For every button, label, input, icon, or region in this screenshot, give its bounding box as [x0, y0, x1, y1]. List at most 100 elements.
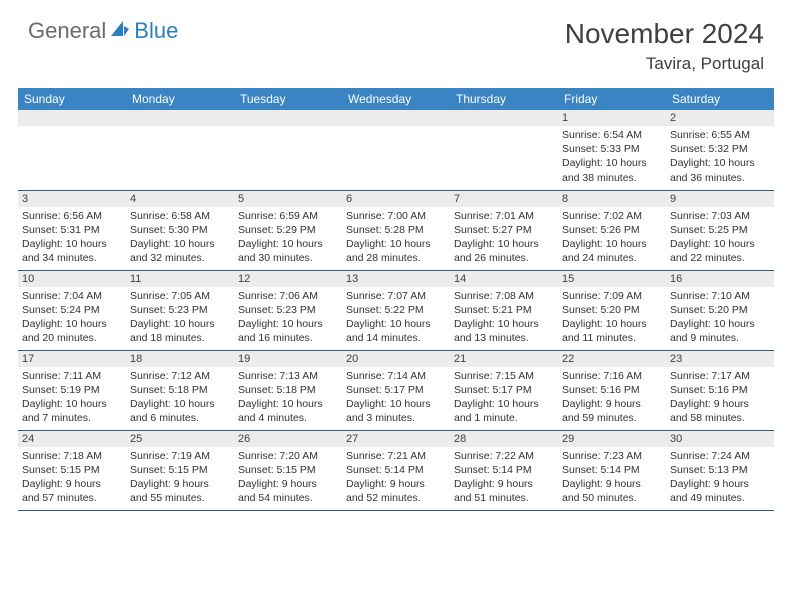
- day-number: 9: [666, 191, 774, 207]
- calendar-day-cell: 23Sunrise: 7:17 AMSunset: 5:16 PMDayligh…: [666, 350, 774, 430]
- day-info: Sunrise: 6:56 AMSunset: 5:31 PMDaylight:…: [22, 209, 122, 266]
- weekday-header-row: Sunday Monday Tuesday Wednesday Thursday…: [18, 88, 774, 110]
- daylight-text-2: and 9 minutes.: [670, 331, 770, 345]
- location-label: Tavira, Portugal: [565, 54, 764, 74]
- title-block: November 2024 Tavira, Portugal: [565, 18, 764, 74]
- day-info: Sunrise: 7:06 AMSunset: 5:23 PMDaylight:…: [238, 289, 338, 346]
- daylight-text-1: Daylight: 10 hours: [130, 397, 230, 411]
- sunset-text: Sunset: 5:32 PM: [670, 142, 770, 156]
- daylight-text-1: Daylight: 10 hours: [670, 156, 770, 170]
- sunrise-text: Sunrise: 7:09 AM: [562, 289, 662, 303]
- sunrise-text: Sunrise: 7:16 AM: [562, 369, 662, 383]
- day-number: 14: [450, 271, 558, 287]
- daylight-text-2: and 38 minutes.: [562, 171, 662, 185]
- day-info: Sunrise: 7:17 AMSunset: 5:16 PMDaylight:…: [670, 369, 770, 426]
- day-info: Sunrise: 7:02 AMSunset: 5:26 PMDaylight:…: [562, 209, 662, 266]
- daylight-text-2: and 36 minutes.: [670, 171, 770, 185]
- day-info: Sunrise: 7:00 AMSunset: 5:28 PMDaylight:…: [346, 209, 446, 266]
- sunset-text: Sunset: 5:23 PM: [238, 303, 338, 317]
- day-number: 7: [450, 191, 558, 207]
- day-number: 26: [234, 431, 342, 447]
- sunset-text: Sunset: 5:25 PM: [670, 223, 770, 237]
- daylight-text-2: and 7 minutes.: [22, 411, 122, 425]
- calendar-day-cell: 13Sunrise: 7:07 AMSunset: 5:22 PMDayligh…: [342, 270, 450, 350]
- sunrise-text: Sunrise: 7:04 AM: [22, 289, 122, 303]
- day-number: 12: [234, 271, 342, 287]
- calendar-week-row: 17Sunrise: 7:11 AMSunset: 5:19 PMDayligh…: [18, 350, 774, 430]
- sunset-text: Sunset: 5:14 PM: [562, 463, 662, 477]
- page-title: November 2024: [565, 18, 764, 50]
- calendar-empty-cell: [450, 110, 558, 190]
- sunrise-text: Sunrise: 7:05 AM: [130, 289, 230, 303]
- logo-text-general: General: [28, 18, 106, 44]
- sunset-text: Sunset: 5:26 PM: [562, 223, 662, 237]
- daylight-text-2: and 51 minutes.: [454, 491, 554, 505]
- sunrise-text: Sunrise: 7:24 AM: [670, 449, 770, 463]
- sunrise-text: Sunrise: 6:59 AM: [238, 209, 338, 223]
- calendar-day-cell: 1Sunrise: 6:54 AMSunset: 5:33 PMDaylight…: [558, 110, 666, 190]
- sunrise-text: Sunrise: 7:15 AM: [454, 369, 554, 383]
- day-info: Sunrise: 6:59 AMSunset: 5:29 PMDaylight:…: [238, 209, 338, 266]
- day-info: Sunrise: 7:23 AMSunset: 5:14 PMDaylight:…: [562, 449, 662, 506]
- sunrise-text: Sunrise: 7:06 AM: [238, 289, 338, 303]
- daylight-text-2: and 55 minutes.: [130, 491, 230, 505]
- calendar-table: Sunday Monday Tuesday Wednesday Thursday…: [18, 88, 774, 511]
- day-number: 1: [558, 110, 666, 126]
- calendar-body: 1Sunrise: 6:54 AMSunset: 5:33 PMDaylight…: [18, 110, 774, 510]
- daylight-text-1: Daylight: 9 hours: [670, 477, 770, 491]
- daylight-text-2: and 24 minutes.: [562, 251, 662, 265]
- daylight-text-1: Daylight: 10 hours: [346, 317, 446, 331]
- day-number: 8: [558, 191, 666, 207]
- day-info: Sunrise: 7:03 AMSunset: 5:25 PMDaylight:…: [670, 209, 770, 266]
- daylight-text-1: Daylight: 9 hours: [562, 397, 662, 411]
- sunset-text: Sunset: 5:28 PM: [346, 223, 446, 237]
- daylight-text-2: and 49 minutes.: [670, 491, 770, 505]
- daynum-bar-empty: [450, 110, 558, 126]
- sunrise-text: Sunrise: 7:00 AM: [346, 209, 446, 223]
- day-info: Sunrise: 6:55 AMSunset: 5:32 PMDaylight:…: [670, 128, 770, 185]
- calendar-day-cell: 17Sunrise: 7:11 AMSunset: 5:19 PMDayligh…: [18, 350, 126, 430]
- sunrise-text: Sunrise: 7:11 AM: [22, 369, 122, 383]
- calendar-empty-cell: [342, 110, 450, 190]
- sunrise-text: Sunrise: 7:18 AM: [22, 449, 122, 463]
- day-number: 3: [18, 191, 126, 207]
- sunrise-text: Sunrise: 7:10 AM: [670, 289, 770, 303]
- sunset-text: Sunset: 5:15 PM: [22, 463, 122, 477]
- sunset-text: Sunset: 5:14 PM: [346, 463, 446, 477]
- sunset-text: Sunset: 5:18 PM: [130, 383, 230, 397]
- daylight-text-1: Daylight: 10 hours: [130, 317, 230, 331]
- daynum-bar-empty: [18, 110, 126, 126]
- daylight-text-1: Daylight: 10 hours: [562, 237, 662, 251]
- sunrise-text: Sunrise: 6:54 AM: [562, 128, 662, 142]
- day-number: 16: [666, 271, 774, 287]
- sunrise-text: Sunrise: 7:22 AM: [454, 449, 554, 463]
- day-info: Sunrise: 7:09 AMSunset: 5:20 PMDaylight:…: [562, 289, 662, 346]
- sunrise-text: Sunrise: 7:19 AM: [130, 449, 230, 463]
- daylight-text-2: and 4 minutes.: [238, 411, 338, 425]
- calendar-day-cell: 3 Sunrise: 6:56 AMSunset: 5:31 PMDaylight…: [18, 190, 126, 270]
- calendar-day-cell: 27Sunrise: 7:21 AMSunset: 5:14 PMDayligh…: [342, 430, 450, 510]
- sunrise-text: Sunrise: 7:12 AM: [130, 369, 230, 383]
- daylight-text-1: Daylight: 10 hours: [238, 237, 338, 251]
- daylight-text-1: Daylight: 9 hours: [670, 397, 770, 411]
- daylight-text-2: and 13 minutes.: [454, 331, 554, 345]
- sunrise-text: Sunrise: 7:02 AM: [562, 209, 662, 223]
- day-info: Sunrise: 7:14 AMSunset: 5:17 PMDaylight:…: [346, 369, 446, 426]
- sunrise-text: Sunrise: 7:08 AM: [454, 289, 554, 303]
- daylight-text-2: and 22 minutes.: [670, 251, 770, 265]
- calendar-day-cell: 15Sunrise: 7:09 AMSunset: 5:20 PMDayligh…: [558, 270, 666, 350]
- daylight-text-1: Daylight: 10 hours: [670, 237, 770, 251]
- day-number: 27: [342, 431, 450, 447]
- day-info: Sunrise: 7:24 AMSunset: 5:13 PMDaylight:…: [670, 449, 770, 506]
- daylight-text-2: and 59 minutes.: [562, 411, 662, 425]
- sunrise-text: Sunrise: 7:07 AM: [346, 289, 446, 303]
- daylight-text-1: Daylight: 10 hours: [130, 237, 230, 251]
- calendar-day-cell: 5Sunrise: 6:59 AMSunset: 5:29 PMDaylight…: [234, 190, 342, 270]
- logo-sail-icon: [110, 20, 130, 43]
- weekday-header: Tuesday: [234, 88, 342, 110]
- sunset-text: Sunset: 5:15 PM: [130, 463, 230, 477]
- sunset-text: Sunset: 5:15 PM: [238, 463, 338, 477]
- day-info: Sunrise: 7:07 AMSunset: 5:22 PMDaylight:…: [346, 289, 446, 346]
- daylight-text-1: Daylight: 10 hours: [562, 156, 662, 170]
- daylight-text-2: and 58 minutes.: [670, 411, 770, 425]
